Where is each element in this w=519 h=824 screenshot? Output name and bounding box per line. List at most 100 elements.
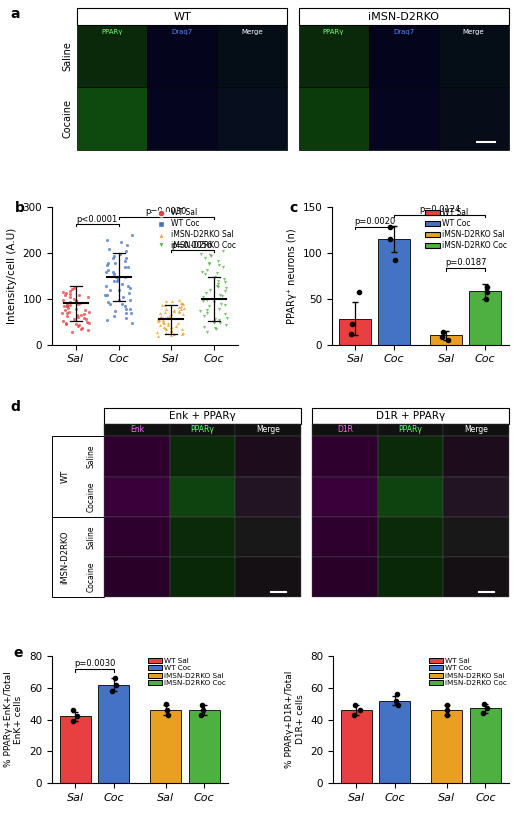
Point bbox=[167, 329, 175, 342]
Point bbox=[122, 311, 131, 325]
Point bbox=[482, 292, 490, 305]
Point bbox=[103, 288, 112, 302]
Point bbox=[178, 296, 186, 309]
Point bbox=[159, 315, 167, 328]
FancyBboxPatch shape bbox=[443, 557, 509, 597]
Point bbox=[218, 245, 227, 258]
Point bbox=[209, 316, 217, 329]
FancyBboxPatch shape bbox=[378, 517, 443, 557]
Point bbox=[111, 256, 119, 269]
Point bbox=[202, 293, 211, 307]
Point bbox=[483, 702, 491, 715]
Point bbox=[58, 307, 66, 320]
Point bbox=[167, 321, 175, 334]
Point bbox=[84, 291, 92, 304]
Point bbox=[103, 259, 111, 272]
Point bbox=[117, 297, 126, 311]
Point bbox=[483, 280, 491, 293]
FancyBboxPatch shape bbox=[77, 8, 287, 26]
Point bbox=[203, 263, 211, 276]
FancyBboxPatch shape bbox=[77, 26, 147, 87]
Point bbox=[83, 315, 91, 328]
Point bbox=[72, 317, 80, 330]
Point bbox=[63, 302, 72, 315]
Point bbox=[128, 229, 136, 242]
Point bbox=[68, 325, 76, 339]
FancyBboxPatch shape bbox=[378, 437, 443, 476]
FancyBboxPatch shape bbox=[368, 87, 439, 150]
FancyBboxPatch shape bbox=[312, 424, 378, 437]
Text: Saline: Saline bbox=[87, 525, 96, 549]
Point bbox=[77, 309, 86, 322]
FancyBboxPatch shape bbox=[378, 476, 443, 517]
Point bbox=[104, 263, 113, 276]
Point bbox=[222, 282, 230, 295]
FancyBboxPatch shape bbox=[235, 476, 301, 517]
Point bbox=[73, 709, 81, 723]
Point bbox=[105, 242, 113, 255]
Point bbox=[214, 277, 222, 290]
Point bbox=[213, 266, 222, 279]
Point bbox=[177, 302, 185, 316]
Point bbox=[205, 257, 213, 270]
Point bbox=[125, 286, 133, 299]
Text: Saline: Saline bbox=[87, 445, 96, 468]
FancyBboxPatch shape bbox=[147, 26, 217, 87]
Point bbox=[159, 321, 168, 334]
Point bbox=[111, 672, 119, 685]
Point bbox=[127, 307, 135, 320]
FancyBboxPatch shape bbox=[443, 476, 509, 517]
Point bbox=[115, 293, 123, 307]
FancyBboxPatch shape bbox=[104, 476, 170, 517]
Point bbox=[103, 314, 111, 327]
Point bbox=[156, 307, 165, 320]
Point bbox=[483, 286, 491, 299]
FancyBboxPatch shape bbox=[312, 476, 378, 517]
Bar bbox=[378, 239, 411, 344]
Point bbox=[176, 300, 185, 313]
Point bbox=[204, 256, 213, 269]
Point bbox=[167, 324, 175, 337]
Point bbox=[61, 303, 70, 316]
Point bbox=[111, 305, 119, 318]
Text: Draq7: Draq7 bbox=[171, 29, 193, 35]
Point bbox=[161, 311, 169, 325]
Point bbox=[121, 300, 129, 313]
Point bbox=[122, 307, 130, 320]
Point bbox=[162, 302, 170, 316]
Bar bbox=[470, 709, 501, 783]
Point bbox=[110, 309, 118, 322]
FancyBboxPatch shape bbox=[170, 557, 235, 597]
Point bbox=[121, 261, 129, 274]
FancyBboxPatch shape bbox=[77, 87, 147, 150]
FancyBboxPatch shape bbox=[312, 557, 378, 597]
Point bbox=[81, 312, 90, 325]
Point bbox=[110, 268, 118, 281]
Point bbox=[386, 221, 394, 234]
Text: PPARγ: PPARγ bbox=[101, 29, 122, 35]
FancyBboxPatch shape bbox=[439, 26, 509, 87]
FancyBboxPatch shape bbox=[235, 424, 301, 437]
Point bbox=[217, 297, 225, 311]
Point bbox=[66, 285, 74, 298]
Point bbox=[110, 274, 118, 288]
Point bbox=[115, 283, 124, 297]
Point bbox=[161, 298, 169, 311]
Text: p<0.0001: p<0.0001 bbox=[77, 214, 118, 223]
FancyBboxPatch shape bbox=[298, 87, 368, 150]
Text: PPARγ: PPARγ bbox=[323, 29, 344, 35]
Point bbox=[170, 304, 179, 317]
Point bbox=[198, 699, 207, 712]
Point bbox=[62, 287, 70, 300]
Point bbox=[211, 270, 219, 283]
FancyBboxPatch shape bbox=[104, 557, 170, 597]
Text: p=0.0056: p=0.0056 bbox=[172, 241, 213, 250]
Point bbox=[108, 265, 117, 279]
Text: a: a bbox=[11, 7, 20, 21]
Point bbox=[84, 323, 92, 336]
Bar bbox=[431, 710, 462, 783]
Point bbox=[200, 309, 208, 322]
Point bbox=[63, 297, 71, 311]
Legend: WT Sal, WT Coc, iMSN-D2RKO Sal, iMSN-D2RKO Coc: WT Sal, WT Coc, iMSN-D2RKO Sal, iMSN-D2R… bbox=[154, 208, 236, 250]
Point bbox=[160, 321, 169, 335]
